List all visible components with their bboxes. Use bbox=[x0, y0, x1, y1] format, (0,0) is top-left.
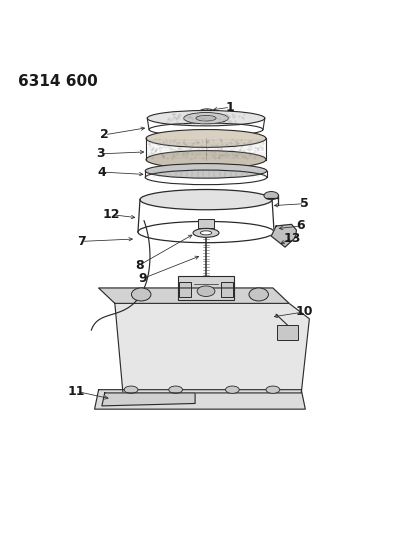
Ellipse shape bbox=[140, 190, 272, 210]
Text: 13: 13 bbox=[284, 232, 301, 245]
Text: 12: 12 bbox=[103, 208, 120, 221]
Bar bbox=[179, 282, 191, 297]
Ellipse shape bbox=[147, 110, 265, 126]
Polygon shape bbox=[99, 288, 289, 303]
Ellipse shape bbox=[197, 286, 215, 296]
Ellipse shape bbox=[264, 191, 279, 200]
Ellipse shape bbox=[169, 386, 182, 393]
Text: 1: 1 bbox=[226, 101, 235, 114]
Ellipse shape bbox=[131, 288, 151, 301]
Text: 2: 2 bbox=[100, 128, 109, 141]
Ellipse shape bbox=[226, 386, 239, 393]
Text: 3: 3 bbox=[96, 147, 105, 160]
Ellipse shape bbox=[193, 229, 219, 237]
Bar bbox=[222, 282, 233, 297]
Text: 6: 6 bbox=[296, 220, 305, 232]
Ellipse shape bbox=[266, 386, 280, 393]
Text: 5: 5 bbox=[300, 197, 309, 210]
Text: 10: 10 bbox=[296, 305, 313, 318]
Ellipse shape bbox=[145, 164, 267, 178]
Polygon shape bbox=[95, 390, 305, 409]
Ellipse shape bbox=[146, 151, 266, 168]
Text: 7: 7 bbox=[77, 235, 86, 248]
Text: 9: 9 bbox=[138, 272, 147, 285]
Text: 4: 4 bbox=[98, 166, 106, 179]
Ellipse shape bbox=[249, 288, 268, 301]
Ellipse shape bbox=[184, 112, 228, 124]
Ellipse shape bbox=[200, 109, 214, 115]
Bar bbox=[277, 325, 298, 340]
Text: 11: 11 bbox=[68, 385, 85, 398]
Ellipse shape bbox=[196, 115, 216, 121]
Polygon shape bbox=[271, 224, 296, 247]
Ellipse shape bbox=[124, 386, 138, 393]
Bar bbox=[198, 219, 214, 228]
Text: 6314 600: 6314 600 bbox=[18, 74, 98, 89]
Polygon shape bbox=[115, 303, 309, 393]
Ellipse shape bbox=[146, 130, 266, 147]
Ellipse shape bbox=[200, 231, 212, 235]
Text: 8: 8 bbox=[135, 259, 144, 272]
Polygon shape bbox=[102, 393, 195, 406]
Bar bbox=[178, 276, 234, 300]
